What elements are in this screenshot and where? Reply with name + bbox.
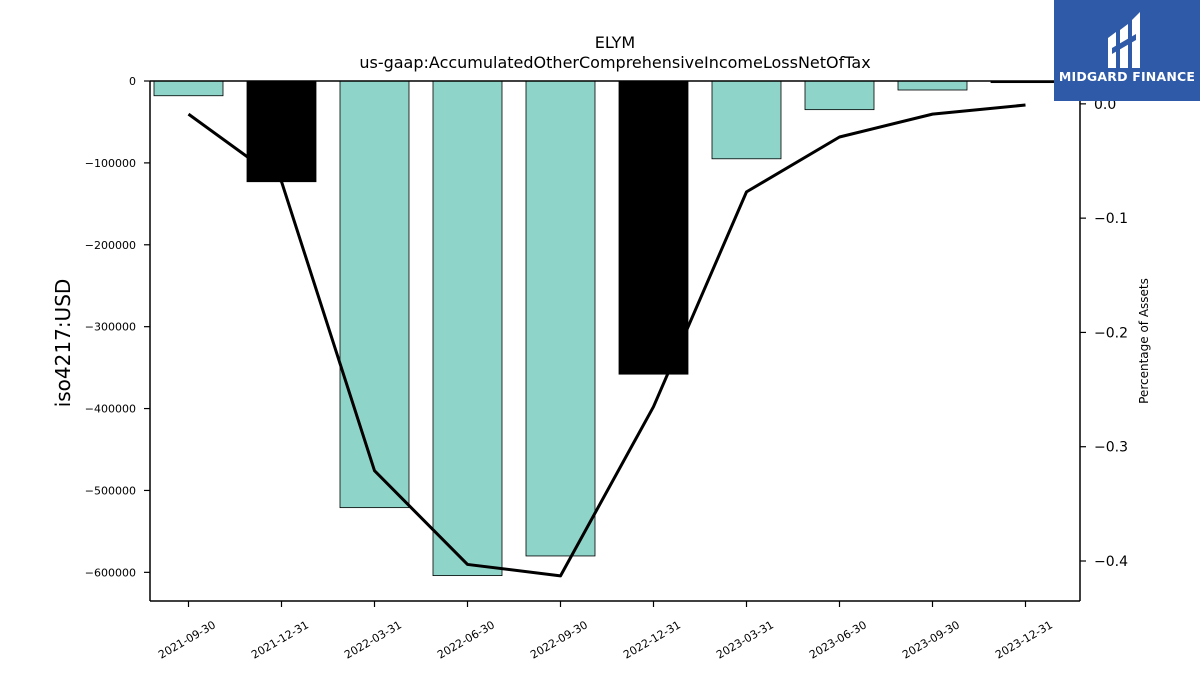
y-tick-label: −500000 xyxy=(85,484,136,497)
y2-tick-label: −0.1 xyxy=(1094,211,1128,227)
bar-2021-09-30 xyxy=(153,80,224,97)
y2-tick-label: −0.3 xyxy=(1094,440,1128,456)
logo-mark-icon xyxy=(1108,12,1140,68)
y2-axis-label: Percentage of Assets xyxy=(1137,278,1151,404)
line-group xyxy=(187,103,1026,578)
y-tick-label: −600000 xyxy=(85,566,136,579)
axes-group: 0 −100000 −200000 −300000 −400000 −500000 −600… xyxy=(85,75,1128,662)
x-tick-label: 2023-03-31 xyxy=(714,618,776,661)
chart-title: ELYM xyxy=(595,33,635,52)
y-axis-label: iso4217:USD xyxy=(51,279,75,408)
bar-2022-12-31 xyxy=(618,80,689,375)
x-tick-label: 2023-09-30 xyxy=(900,618,962,661)
y-tick-label: −200000 xyxy=(85,239,136,252)
bar-2022-03-31 xyxy=(339,80,410,509)
x-tick-label: 2021-09-30 xyxy=(156,618,218,661)
x-tick-label: 2023-12-31 xyxy=(993,618,1055,661)
midgard-finance-logo: MIDGARD FINANCE xyxy=(1054,0,1200,101)
logo-text: MIDGARD FINANCE xyxy=(1058,69,1196,84)
x-tick-label: 2022-06-30 xyxy=(435,618,497,661)
x-tick-label: 2022-12-31 xyxy=(621,618,683,661)
percentage-line xyxy=(187,103,1026,578)
x-tick-label: 2021-12-31 xyxy=(249,618,311,661)
y2-tick-label: −0.4 xyxy=(1094,554,1128,570)
bar-2023-03-31 xyxy=(711,80,782,160)
bar-2022-09-30 xyxy=(525,80,596,557)
y-tick-label: −400000 xyxy=(85,403,136,416)
x-tick-label: 2022-03-31 xyxy=(342,618,404,661)
y2-tick-label: −0.2 xyxy=(1094,325,1128,341)
chart-subtitle: us-gaap:AccumulatedOtherComprehensiveInc… xyxy=(359,53,870,72)
x-tick-label: 2022-09-30 xyxy=(528,618,590,661)
bar-2021-12-31 xyxy=(246,80,317,183)
y-tick-label: −300000 xyxy=(85,321,136,334)
bar-2023-06-30 xyxy=(804,80,875,111)
bar-2023-09-30 xyxy=(897,80,968,91)
bars-group xyxy=(153,80,1061,577)
bar-2022-06-30 xyxy=(432,80,503,577)
x-tick-label: 2023-06-30 xyxy=(807,618,869,661)
y-tick-label: 0 xyxy=(129,75,136,88)
y-tick-label: −100000 xyxy=(85,157,136,170)
